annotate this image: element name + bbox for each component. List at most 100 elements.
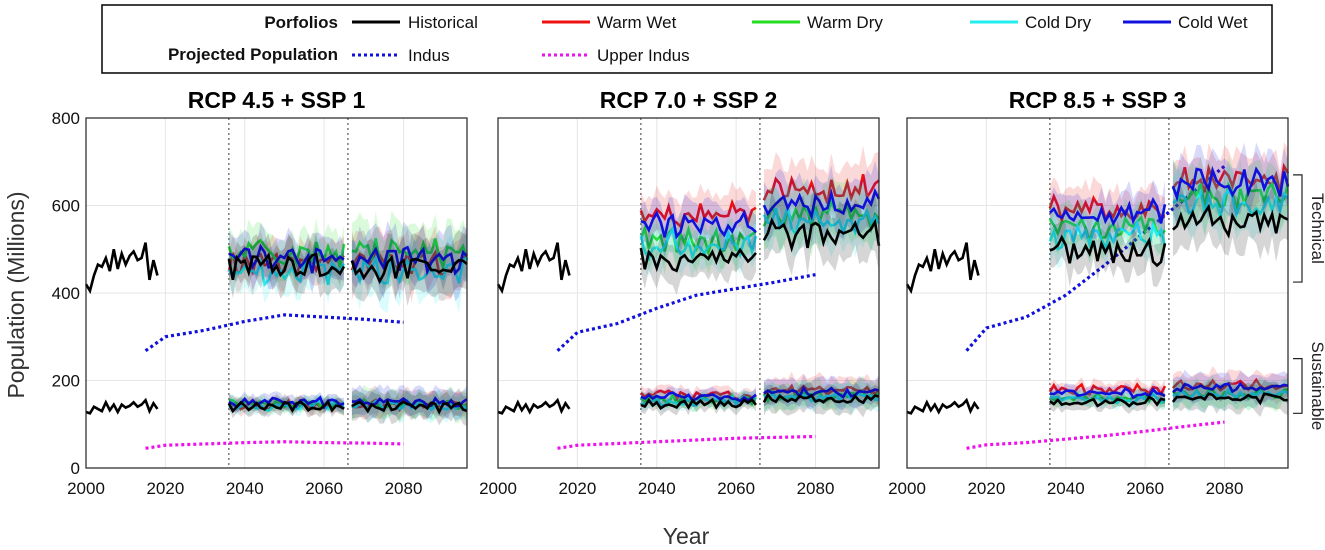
line-technical-historical-p2: [350, 255, 468, 285]
legend-cold-wet-label: Cold Wet: [1178, 13, 1248, 32]
panel-3: RCP 8.5 + SSP 3 2000 2020 2040 2060 2080: [888, 87, 1290, 498]
line-sustainable-historical-p2: [1171, 392, 1289, 406]
x-tick-label-2000: 2000: [67, 479, 105, 498]
line-technical-historical-p1: [639, 247, 757, 273]
historical-observed-technical-line: [84, 242, 159, 295]
line-technical-cold-dry-p1: [1048, 219, 1167, 252]
plot-frame: [906, 117, 1289, 469]
x-tick-label-2080: 2080: [1206, 479, 1244, 498]
line-sustainable-cold-dry-p1: [1049, 392, 1166, 406]
line-sustainable-cold-wet-p2: [1172, 381, 1289, 394]
legend-frame: [101, 4, 1273, 74]
band-sustainable-historical-p1: [640, 392, 756, 417]
bracket-technical-line: [1293, 174, 1303, 283]
band-technical-cold-wet-p1: [1049, 179, 1165, 247]
x-axis-label: Year: [663, 523, 710, 549]
line-sustainable-historical-p1: [227, 399, 345, 414]
band-technical-cold-wet-p2: [1172, 142, 1288, 227]
band-sustainable-historical-p2: [351, 388, 467, 427]
line-technical-warm-wet-p1: [639, 198, 757, 229]
line-technical-cold-wet-p1: [1048, 197, 1167, 227]
legend-historical-label: Historical: [408, 13, 478, 32]
x-tick-label-2000: 2000: [888, 479, 926, 498]
band-technical-cold-wet-p1: [228, 222, 344, 295]
line-technical-cold-wet-p1: [640, 209, 757, 240]
line-technical-historical-p2: [762, 217, 881, 253]
line-technical-cold-wet-p2: [1171, 165, 1290, 202]
line-technical-cold-wet-p2: [350, 245, 468, 276]
line-technical-warm-wet-p2: [1171, 162, 1290, 193]
plot-frame: [497, 117, 880, 469]
line-technical-cold-dry-p2: [762, 206, 881, 238]
legend-portfolios-title: Porfolios: [264, 13, 338, 32]
line-sustainable-historical-p1: [640, 397, 757, 411]
panel-title: RCP 7.0 + SSP 2: [600, 87, 778, 113]
historical-observed-technical-line: [496, 242, 571, 295]
band-technical-cold-wet-p2: [763, 160, 879, 244]
bracket-sustainable-label: Sustainable: [1308, 342, 1325, 431]
band-technical-historical-p1: [640, 228, 756, 296]
panels: RCP 4.5 + SSP 1 2000 2020 2040 2060 2080 0 200 4…: [52, 87, 1290, 498]
population-upper-indus-line: [966, 420, 1225, 450]
population-indus-line: [144, 313, 404, 353]
legend-warm-dry-label: Warm Dry: [807, 13, 883, 32]
x-tick-label-2060: 2060: [1126, 479, 1164, 498]
historical-observed-sustainable-line: [497, 397, 571, 415]
panel-title: RCP 4.5 + SSP 1: [188, 87, 366, 113]
line-technical-warm-dry-p1: [1048, 214, 1166, 246]
plot-frame: [85, 117, 468, 469]
brackets: Technical Sustainable: [1293, 174, 1325, 431]
line-sustainable-cold-wet-p2: [763, 385, 880, 400]
x-tick-label-2000: 2000: [479, 479, 517, 498]
line-technical-historical-p1: [1049, 234, 1167, 268]
y-tick-label-0: 0: [71, 459, 80, 478]
y-axis-label: Population (Millions): [3, 191, 29, 398]
x-tick-label-2040: 2040: [638, 479, 676, 498]
population-upper-indus-line: [145, 440, 404, 450]
line-technical-historical-p1: [227, 252, 346, 280]
y-tick-label-600: 600: [52, 197, 80, 216]
line-sustainable-historical-p2: [351, 399, 468, 415]
x-tick-label-2080: 2080: [797, 479, 835, 498]
line-sustainable-cold-wet-p1: [1049, 386, 1166, 400]
line-sustainable-cold-wet-p1: [640, 391, 757, 403]
legend-warm-wet-label: Warm Wet: [597, 13, 677, 32]
x-tick-label-2040: 2040: [226, 479, 264, 498]
x-tick-label-2040: 2040: [1047, 479, 1085, 498]
line-technical-cold-dry-p1: [639, 225, 758, 262]
legend-cold-dry-label: Cold Dry: [1025, 13, 1092, 32]
legend: Porfolios Projected Population Historica…: [101, 4, 1273, 74]
line-technical-cold-wet-p2: [762, 187, 881, 221]
population-upper-indus-line: [557, 434, 816, 450]
y-tick-label-800: 800: [52, 109, 80, 128]
historical-observed-technical-line: [905, 242, 980, 295]
band-sustainable-cold-dry-p2: [1172, 375, 1288, 414]
line-sustainable-historical-p2: [762, 392, 880, 405]
legend-population-title: Projected Population: [168, 45, 338, 64]
y-tick-label-200: 200: [52, 372, 80, 391]
legend-indus-label: Indus: [408, 46, 450, 65]
band-sustainable-historical-p1: [228, 393, 344, 419]
y-tick-label-400: 400: [52, 284, 80, 303]
x-tick-label-2060: 2060: [305, 479, 343, 498]
panel-title: RCP 8.5 + SSP 3: [1009, 87, 1187, 113]
panel-1: RCP 4.5 + SSP 1 2000 2020 2040 2060 2080 0 200 4…: [52, 87, 469, 498]
historical-observed-sustainable-line: [906, 397, 980, 415]
band-sustainable-historical-p2: [763, 381, 879, 418]
bracket-technical-label: Technical: [1308, 193, 1325, 264]
band-technical-historical-p1: [1049, 219, 1165, 288]
line-sustainable-historical-p1: [1049, 395, 1166, 408]
line-sustainable-cold-dry-p2: [1172, 387, 1289, 401]
line-technical-cold-wet-p1: [228, 243, 345, 274]
x-tick-label-2020: 2020: [967, 479, 1005, 498]
x-tick-label-2020: 2020: [146, 479, 184, 498]
bracket-sustainable-line: [1293, 358, 1303, 414]
line-technical-historical-p2: [1172, 203, 1289, 239]
legend-upper-indus-label: Upper Indus: [597, 46, 690, 65]
panel-2: RCP 7.0 + SSP 2 2000 2020 2040 2060 2080: [479, 87, 881, 498]
x-tick-label-2020: 2020: [558, 479, 596, 498]
population-indus-line: [965, 164, 1226, 352]
line-technical-warm-wet-p2: [762, 173, 880, 204]
x-tick-label-2080: 2080: [385, 479, 423, 498]
